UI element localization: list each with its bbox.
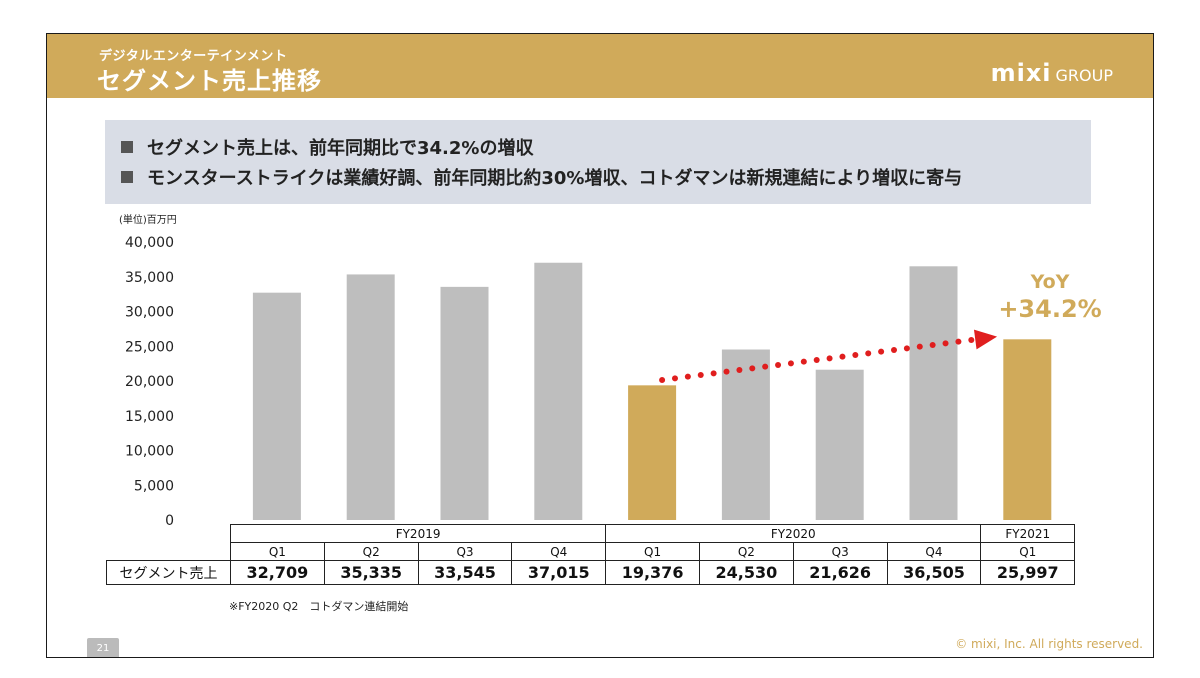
table-quarter-cell: Q1	[230, 542, 325, 561]
trend-dot	[955, 338, 962, 345]
y-tick-label: 5,000	[134, 478, 174, 494]
summary-box: セグメント売上は、前年同期比で34.2%の増収 モンスターストライクは業績好調、…	[105, 120, 1091, 204]
summary-bullet-text: セグメント売上は、前年同期比で34.2%の増収	[147, 138, 534, 159]
table-value-cell: 33,545	[417, 560, 513, 585]
table-row-label: セグメント売上	[106, 560, 231, 585]
data-table: FY2019 FY2020 FY2021 Q1 Q2 Q3 Q4 Q1 Q2 Q3 Q4 Q1 …	[106, 524, 1076, 585]
table-quarter-cell: Q2	[698, 542, 794, 561]
logo-sub-text: GROUP	[1055, 66, 1113, 85]
y-tick-label: 25,000	[125, 339, 174, 355]
yoy-label: YoY	[1030, 271, 1070, 293]
y-tick-label: 20,000	[125, 374, 174, 390]
trend-dot	[736, 367, 743, 373]
bar-fy2020-q1	[628, 385, 677, 520]
trend-dot	[826, 355, 833, 362]
trend-dot	[710, 370, 717, 377]
trend-dot	[671, 375, 678, 382]
header-bar: デジタルエンターテインメント セグメント売上推移 mixi GROUP	[47, 34, 1153, 98]
y-tick-label: 10,000	[125, 444, 174, 460]
trend-dot	[762, 363, 769, 370]
bar-fy2020-q4	[909, 266, 958, 520]
bar-fy2019-q3	[440, 286, 489, 520]
bar-series	[252, 262, 1052, 520]
mixi-group-logo: mixi GROUP	[991, 59, 1113, 87]
copyright: © mixi, Inc. All rights reserved.	[955, 637, 1143, 651]
trend-dot	[813, 357, 820, 363]
table-year-fy2019: FY2019	[229, 524, 607, 543]
table-year-fy2021: FY2021	[980, 524, 1076, 543]
bar-fy2020-q3	[815, 369, 864, 520]
y-tick-label: 35,000	[125, 270, 174, 286]
table-value-cell: 35,335	[323, 560, 419, 585]
y-tick-label: 15,000	[125, 409, 174, 425]
table-value-cell: 25,997	[980, 560, 1076, 585]
yoy-value: +34.2%	[998, 295, 1101, 323]
table-quarter-cell: Q3	[792, 542, 888, 561]
table-year-fy2020: FY2020	[605, 524, 982, 543]
page-number: 21	[87, 638, 119, 657]
y-tick-label: 30,000	[125, 305, 174, 321]
bullet-square-icon	[121, 171, 133, 183]
trend-dot	[852, 352, 859, 358]
table-value-cell: 32,709	[230, 560, 325, 585]
bar-chart: 0 5,000 10,000 15,000 20,000 25,000 30,000 35,0…	[125, 235, 1102, 529]
trend-dot	[697, 372, 704, 378]
trend-dot	[942, 340, 949, 347]
table-year-row: FY2019 FY2020 FY2021	[107, 524, 1076, 543]
bar-fy2019-q4	[534, 262, 583, 520]
bar-fy2020-q2	[721, 349, 770, 520]
y-tick-label: 40,000	[125, 235, 174, 251]
y-axis: 0 5,000 10,000 15,000 20,000 25,000 30,000 35,0…	[125, 235, 174, 529]
table-corner	[107, 525, 231, 543]
arrowhead-icon	[973, 329, 998, 350]
trend-dot	[839, 353, 846, 360]
trend-dot	[865, 350, 872, 357]
trend-dot	[749, 365, 756, 372]
unit-label: (単位)百万円	[119, 215, 177, 226]
trend-dot	[929, 342, 936, 348]
table-quarter-cell: Q4	[511, 542, 607, 561]
table-quarter-cell: Q4	[886, 542, 982, 561]
table-quarter-cell: Q3	[417, 542, 513, 561]
slide: デジタルエンターテインメント セグメント売上推移 mixi GROUP セグメント…	[46, 33, 1154, 658]
trend-dot	[878, 348, 885, 355]
table-corner	[107, 543, 231, 561]
trend-dot	[775, 362, 782, 368]
table-value-cell: 19,376	[605, 560, 700, 585]
trend-dot	[916, 343, 923, 350]
trend-arrow	[659, 329, 998, 383]
trend-dot	[659, 377, 666, 383]
table-value-cell: 37,015	[511, 560, 607, 585]
trend-dot	[968, 337, 975, 343]
trend-dot	[723, 368, 730, 375]
summary-bullet-text: モンスターストライクは業績好調、前年同期比約30%増収、コトダマンは新規連結によ…	[147, 168, 963, 189]
bar-fy2019-q1	[252, 292, 301, 520]
table-quarter-cell: Q1	[980, 542, 1076, 561]
table-value-cell: 24,530	[698, 560, 794, 585]
trend-dot	[787, 360, 794, 367]
trend-dot	[684, 373, 691, 380]
summary-bullet-2: モンスターストライクは業績好調、前年同期比約30%増収、コトダマンは新規連結によ…	[121, 164, 962, 190]
table-value-cell: 36,505	[886, 560, 982, 585]
bullet-square-icon	[121, 141, 133, 153]
table-quarter-cell: Q1	[605, 542, 700, 561]
trend-dot	[903, 345, 910, 352]
page-title: セグメント売上推移	[97, 67, 322, 95]
section-subtitle: デジタルエンターテインメント	[99, 49, 288, 64]
trend-dot	[891, 347, 897, 353]
table-value-cell: 21,626	[792, 560, 888, 585]
summary-bullet-1: セグメント売上は、前年同期比で34.2%の増収	[121, 134, 533, 160]
logo-main-text: mixi	[990, 59, 1052, 87]
table-quarter-cell: Q2	[323, 542, 419, 561]
y-tick-label: 0	[165, 513, 174, 529]
bar-fy2021-q1	[1003, 339, 1052, 520]
trend-dot	[800, 358, 807, 365]
bar-fy2019-q2	[346, 274, 395, 520]
table-quarter-row: Q1 Q2 Q3 Q4 Q1 Q2 Q3 Q4 Q1	[107, 542, 1076, 561]
footnote: ※FY2020 Q2 コトダマン連結開始	[229, 600, 409, 613]
table-value-row: セグメント売上 32,709 35,335 33,545 37,015 19,376 24…	[106, 560, 1076, 585]
